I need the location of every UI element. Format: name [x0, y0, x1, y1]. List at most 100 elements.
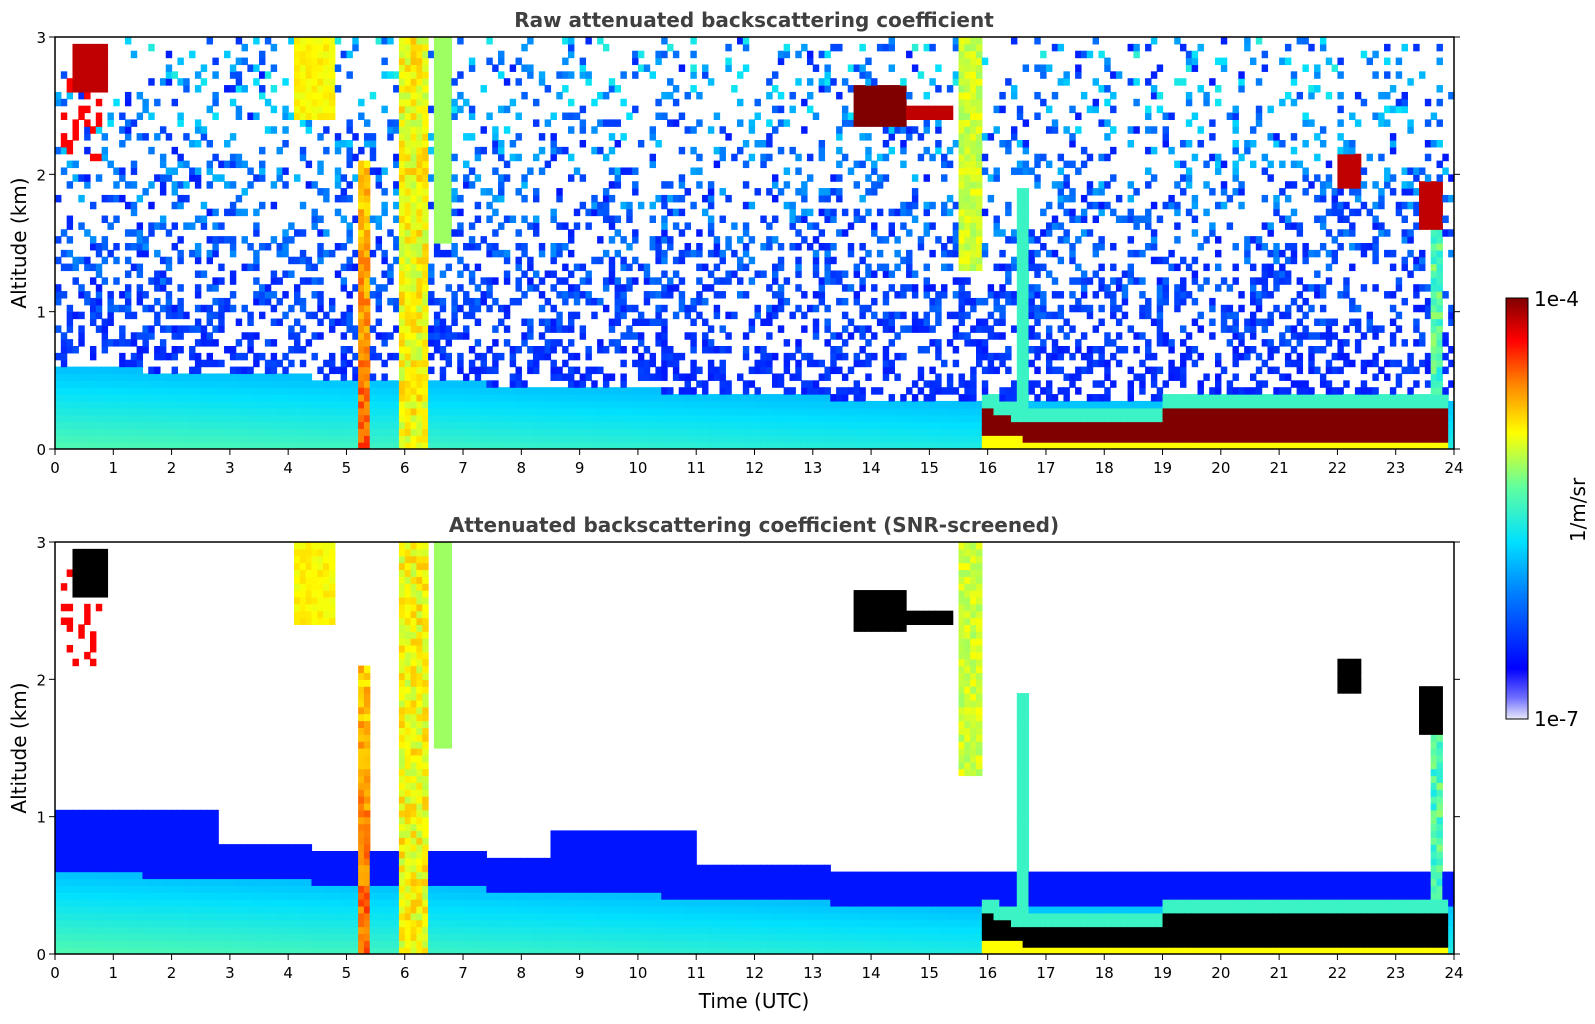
heatmap-cell	[136, 263, 144, 272]
heatmap-cell	[713, 249, 721, 258]
heatmap-cell	[282, 380, 289, 388]
heatmap-cell	[766, 304, 773, 313]
heatmap-cell	[981, 414, 989, 423]
heatmap-cell	[987, 421, 995, 429]
heatmap-cell	[1080, 284, 1088, 292]
heatmap-cell	[573, 291, 581, 299]
heatmap-cell	[760, 414, 767, 423]
heatmap-cell	[95, 249, 103, 258]
heatmap-cell	[119, 325, 126, 333]
heatmap-cell	[859, 64, 866, 72]
heatmap-cell	[993, 442, 1000, 449]
heatmap-cell	[340, 373, 348, 381]
heatmap-area	[55, 37, 1454, 449]
heatmap-cell	[602, 400, 610, 409]
heatmap-cell	[369, 435, 377, 443]
heatmap-cell	[299, 153, 307, 162]
heatmap-cell	[393, 71, 400, 79]
heatmap-cell	[299, 428, 307, 436]
heatmap-cell	[410, 380, 418, 388]
heatmap-cell	[847, 435, 855, 443]
heatmap-cell	[952, 71, 960, 79]
heatmap-cell	[865, 188, 872, 196]
heatmap-cell	[311, 428, 318, 436]
heatmap-cell	[661, 50, 668, 59]
heatmap-cell	[457, 229, 464, 237]
heatmap-cell	[976, 435, 983, 443]
heatmap-cell	[468, 435, 476, 443]
heatmap-cell	[672, 98, 680, 107]
heatmap-cell	[515, 366, 522, 375]
heatmap-cell	[655, 428, 662, 436]
heatmap-cell	[95, 428, 103, 436]
heatmap-cell	[649, 133, 657, 141]
heatmap-cell	[591, 435, 598, 443]
heatmap-cell	[789, 421, 796, 429]
heatmap-cell	[404, 37, 412, 45]
heatmap-cell	[142, 98, 149, 107]
heatmap-cell	[882, 140, 890, 148]
heatmap-cell	[159, 215, 167, 223]
heatmap-cell	[1022, 256, 1030, 265]
heatmap-cell	[579, 387, 587, 395]
heatmap-cell	[439, 387, 447, 395]
heatmap-cell	[841, 442, 849, 449]
heatmap-cell	[690, 201, 697, 210]
heatmap-cell	[859, 435, 866, 443]
heatmap-cell	[101, 325, 109, 333]
heatmap-cell	[189, 174, 196, 182]
heatmap-cell	[806, 78, 814, 86]
heatmap-cell	[818, 194, 826, 203]
heatmap-cell	[894, 332, 901, 340]
heatmap-cell	[876, 112, 884, 120]
heatmap-cell	[451, 414, 458, 423]
heatmap-cell	[696, 380, 703, 388]
heatmap-cell	[165, 64, 173, 72]
heatmap-cell	[696, 366, 703, 375]
heatmap-cell	[433, 332, 441, 340]
heatmap-cell	[824, 304, 831, 313]
heatmap-cell	[859, 400, 866, 409]
heatmap-cell	[515, 387, 522, 395]
heatmap-cell	[294, 112, 301, 120]
heatmap-cell	[521, 387, 528, 395]
heatmap-cell	[964, 339, 971, 347]
heatmap-cell	[474, 394, 482, 402]
heatmap-cell	[818, 400, 826, 409]
heatmap-cell	[113, 339, 120, 347]
heatmap-cell	[964, 215, 971, 223]
heatmap-cell	[836, 174, 843, 182]
heatmap-cell	[253, 373, 260, 381]
heatmap-cell	[515, 435, 522, 443]
heatmap-cell	[515, 263, 522, 272]
heatmap-cell	[439, 181, 447, 189]
heatmap-cell	[993, 215, 1000, 223]
heatmap-cell	[637, 318, 645, 326]
heatmap-cell	[801, 435, 808, 443]
heatmap-cell	[334, 133, 342, 141]
heatmap-cell	[562, 346, 569, 354]
heatmap-cell	[276, 249, 283, 258]
heatmap-cell	[358, 215, 365, 223]
heatmap-cell	[748, 421, 756, 429]
heatmap-cell	[771, 263, 779, 272]
heatmap-cell	[439, 201, 447, 210]
heatmap-cell	[334, 64, 342, 72]
heatmap-cell	[853, 263, 861, 272]
heatmap-cell	[1069, 304, 1076, 313]
heatmap-cell	[847, 442, 855, 449]
heatmap-cell	[503, 311, 511, 320]
heatmap-cell	[468, 407, 476, 416]
heatmap-cell	[381, 105, 388, 114]
heatmap-cell	[218, 222, 225, 230]
heatmap-cell	[358, 284, 365, 292]
heatmap-cell	[101, 373, 109, 381]
heatmap-cell	[760, 394, 767, 402]
heatmap-cell	[806, 91, 814, 100]
heatmap-cell	[445, 380, 452, 388]
heatmap-cell	[678, 64, 686, 72]
heatmap-cell	[958, 414, 965, 423]
heatmap-cell	[847, 64, 855, 72]
heatmap-cell	[1051, 277, 1059, 285]
heatmap-cell	[556, 291, 563, 299]
